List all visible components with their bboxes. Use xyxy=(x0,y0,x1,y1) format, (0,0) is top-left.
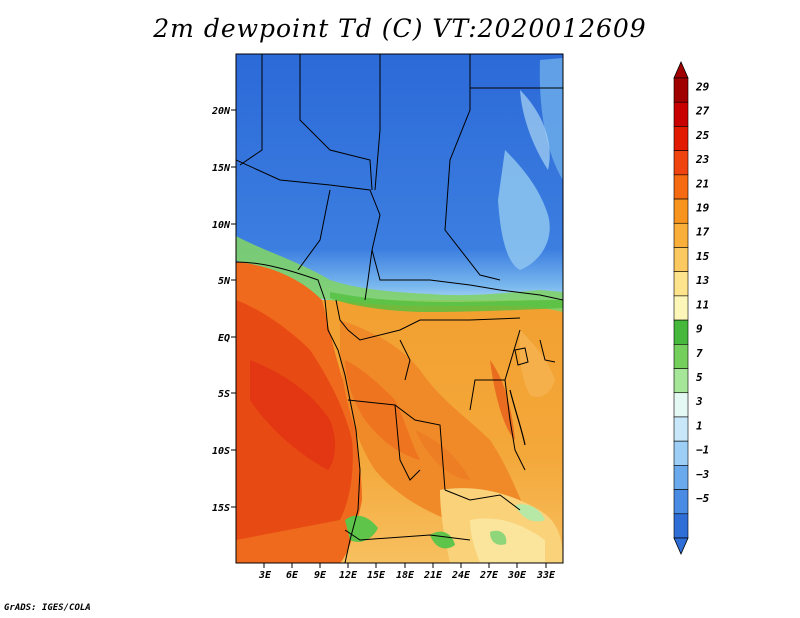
colorbar-label: 5 xyxy=(696,371,703,384)
colorbar-top-arrow xyxy=(673,61,689,79)
lat-label-5n: 5N xyxy=(218,276,231,287)
colorbar xyxy=(673,61,689,555)
colorbar-label: 23 xyxy=(695,153,710,166)
colorbar-segment xyxy=(673,344,689,369)
colorbar-labels: 29 27 25 23 21 19 17 15 13 11 9 7 5 3 1 −1 −3 −5 xyxy=(695,80,710,505)
colorbar-segment xyxy=(673,198,689,224)
lon-label-30e: 30E xyxy=(507,570,527,581)
map-frame xyxy=(235,53,564,564)
lat-label-20n: 20N xyxy=(211,106,231,117)
colorbar-segment xyxy=(673,150,689,176)
colorbar-segment xyxy=(673,392,689,418)
colorbar-label: 29 xyxy=(695,80,710,93)
lon-label-3e: 3E xyxy=(258,570,272,581)
colorbar-segment xyxy=(673,295,689,321)
colorbar-segment xyxy=(673,101,689,127)
colorbar-label: 19 xyxy=(696,202,710,215)
colorbar-label: 13 xyxy=(696,274,710,287)
colorbar-segment xyxy=(673,222,689,248)
lon-label-27e: 27E xyxy=(479,570,499,581)
colorbar-label: −1 xyxy=(696,444,709,457)
colorbar-segment xyxy=(673,319,689,345)
colorbar-segment xyxy=(673,247,689,272)
lat-label-eq: EQ xyxy=(218,333,230,344)
colorbar-label: 27 xyxy=(695,105,710,118)
map-title: 2m dewpoint Td (C) VT:2020012609 xyxy=(153,14,647,43)
colorbar-segment xyxy=(673,368,689,394)
colorbar-label: 25 xyxy=(695,129,710,142)
lon-label-33e: 33E xyxy=(536,570,556,581)
lon-label-12e: 12E xyxy=(339,570,358,581)
colorbar-label: 15 xyxy=(696,250,710,263)
lat-label-15n: 15N xyxy=(212,163,231,174)
lat-label-15s: 15S xyxy=(212,503,230,514)
colorbar-label: 17 xyxy=(696,226,710,239)
colorbar-label: 21 xyxy=(695,177,709,190)
lon-label-18e: 18E xyxy=(396,570,415,581)
lat-label-5s: 5S xyxy=(218,389,230,400)
colorbar-segment xyxy=(673,77,689,103)
lon-label-24e: 24E xyxy=(451,570,471,581)
lon-label-15e: 15E xyxy=(367,570,386,581)
coastline xyxy=(236,261,361,563)
lon-axis: 3E 6E 9E 12E 15E 18E 21E 24E 27E 30E 33E xyxy=(258,570,556,581)
lat-axis: 20N 15N 10N 5N EQ 5S 10S 15S xyxy=(211,106,231,514)
dewpoint-field xyxy=(236,54,563,563)
country-borders xyxy=(236,54,563,541)
lon-label-21e: 21E xyxy=(423,570,443,581)
lat-label-10n: 10N xyxy=(212,220,231,231)
colorbar-segment xyxy=(673,489,689,515)
lon-label-6e: 6E xyxy=(286,570,299,581)
colorbar-segment xyxy=(673,271,689,297)
colorbar-segment xyxy=(673,126,689,151)
colorbar-label: −3 xyxy=(696,468,710,481)
colorbar-label: 3 xyxy=(695,395,703,408)
colorbar-label: −5 xyxy=(696,492,710,505)
colorbar-segment xyxy=(673,465,689,490)
colorbar-bottom-arrow xyxy=(673,537,689,555)
colorbar-label: 1 xyxy=(696,419,703,432)
colorbar-label: 9 xyxy=(696,323,703,336)
colorbar-label: 11 xyxy=(696,298,709,311)
grads-credit: GrADS: IGES/COLA xyxy=(4,603,91,613)
colorbar-segment xyxy=(673,416,689,442)
colorbar-segment xyxy=(673,440,689,466)
lat-label-10s: 10S xyxy=(212,446,230,457)
colorbar-label: 7 xyxy=(696,347,703,360)
colorbar-segment xyxy=(673,174,689,200)
lon-label-9e: 9E xyxy=(314,570,327,581)
colorbar-segment xyxy=(673,513,689,539)
